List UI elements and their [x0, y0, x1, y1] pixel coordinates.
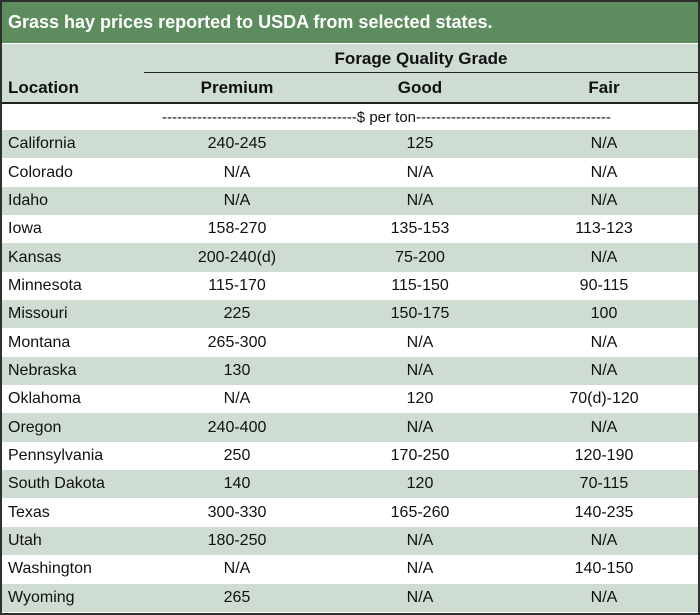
table-row: Kansas 200-240(d) 75-200 N/A: [2, 243, 698, 272]
location-cell: Montana: [8, 333, 71, 351]
location-cell: Idaho: [8, 191, 49, 209]
good-cell: N/A: [406, 191, 434, 209]
location-cell: Washington: [8, 560, 92, 578]
location-cell: Missouri: [8, 305, 68, 323]
table-row: Pennsylvania 250 170-250 120-190: [2, 442, 698, 470]
table-row: Idaho N/A N/A N/A: [2, 186, 698, 216]
good-cell: N/A: [406, 418, 434, 436]
table-row: Minnesota 115-170 115-150 90-115: [2, 272, 698, 300]
table-row: Nebraska 130 N/A N/A: [2, 356, 698, 386]
location-cell: Colorado: [8, 163, 73, 181]
premium-cell: 265-300: [207, 333, 267, 351]
good-cell: N/A: [406, 361, 434, 379]
fair-cell: 140-150: [574, 560, 634, 578]
location-cell: Utah: [8, 531, 42, 549]
location-cell: Oklahoma: [8, 390, 81, 408]
good-cell: 125: [406, 135, 434, 153]
location-cell: Pennsylvania: [8, 446, 104, 464]
header-divider: [2, 102, 698, 104]
forage-quality-grade-label: Forage Quality Grade: [334, 49, 508, 68]
good-cell: N/A: [406, 531, 434, 549]
table-title: Grass hay prices reported to USDA from s…: [2, 2, 698, 44]
good-cell: 135-153: [390, 220, 450, 238]
location-header: Location: [8, 78, 79, 97]
premium-cell: 200-240(d): [197, 248, 277, 266]
location-cell: Kansas: [8, 248, 62, 266]
premium-cell: 250: [223, 446, 251, 464]
location-cell: Wyoming: [8, 588, 75, 606]
good-cell: N/A: [406, 333, 434, 351]
table-row: Iowa 158-270 135-153 113-123: [2, 215, 698, 243]
table-row: Oklahoma N/A 120 70(d)-120: [2, 385, 698, 413]
premium-cell: 158-270: [207, 220, 267, 238]
location-cell: Minnesota: [8, 276, 82, 294]
table-row: Montana 265-300 N/A N/A: [2, 328, 698, 356]
fair-cell: 90-115: [579, 276, 629, 294]
table-row: South Dakota 140 120 70-115: [2, 470, 698, 499]
premium-header: Premium: [200, 78, 274, 97]
premium-cell: 115-170: [208, 276, 266, 294]
fair-cell: 100: [590, 305, 618, 323]
table-row: Oregon 240-400 N/A N/A: [2, 413, 698, 442]
fair-cell: N/A: [590, 163, 618, 181]
good-cell: 150-175: [390, 305, 450, 323]
premium-cell: 300-330: [207, 503, 267, 521]
premium-cell: 225: [223, 305, 251, 323]
good-cell: 165-260: [390, 503, 450, 521]
fair-cell: 70-115: [579, 475, 629, 493]
group-underline: [144, 72, 698, 73]
table-row: Washington N/A N/A 140-150: [2, 555, 698, 583]
table-row: California 240-245 125 N/A: [2, 130, 698, 159]
premium-cell: 240-245: [207, 135, 267, 153]
good-header: Good: [397, 78, 443, 97]
premium-cell: 265: [223, 588, 251, 606]
table-row: Colorado N/A N/A N/A: [2, 158, 698, 186]
location-cell: Nebraska: [8, 361, 77, 379]
fair-cell: 113-123: [575, 220, 633, 238]
fair-cell: N/A: [590, 531, 618, 549]
good-cell: 120: [406, 475, 434, 493]
fair-cell: N/A: [590, 361, 618, 379]
table-header: Forage Quality Grade Location Premium Go…: [2, 44, 698, 104]
good-cell: 115-150: [391, 276, 449, 294]
fair-cell: N/A: [590, 248, 618, 266]
location-cell: South Dakota: [8, 475, 105, 493]
fair-cell: N/A: [590, 588, 618, 606]
fair-cell: N/A: [590, 418, 618, 436]
table-row: Missouri 225 150-175 100: [2, 300, 698, 329]
fair-cell: 120-190: [574, 446, 634, 464]
good-cell: 170-250: [390, 446, 450, 464]
good-cell: N/A: [406, 163, 434, 181]
location-cell: Oregon: [8, 418, 62, 436]
premium-cell: N/A: [223, 390, 251, 408]
premium-cell: N/A: [223, 191, 251, 209]
good-cell: 75-200: [395, 248, 445, 266]
good-cell: N/A: [406, 560, 434, 578]
location-cell: Iowa: [8, 220, 42, 238]
premium-cell: N/A: [223, 560, 251, 578]
table-row: Wyoming 265 N/A N/A: [2, 583, 698, 612]
premium-cell: 180-250: [207, 531, 267, 549]
premium-cell: 130: [223, 361, 251, 379]
good-cell: N/A: [406, 588, 434, 606]
premium-cell: 140: [223, 475, 251, 493]
location-cell: Texas: [8, 503, 50, 521]
fair-header: Fair: [588, 78, 620, 97]
units-row: ---------------------------------------$…: [2, 104, 698, 130]
fair-cell: N/A: [590, 135, 618, 153]
table-row: Texas 300-330 165-260 140-235: [2, 498, 698, 526]
fair-cell: N/A: [590, 333, 618, 351]
fair-cell: N/A: [590, 191, 618, 209]
location-cell: California: [8, 135, 76, 153]
table-body: California 240-245 125 N/A Colorado N/A N/A N/A…: [2, 130, 698, 612]
premium-cell: 240-400: [207, 418, 267, 436]
fair-cell: 140-235: [574, 503, 634, 521]
premium-cell: N/A: [223, 163, 251, 181]
table-row: Utah 180-250 N/A N/A: [2, 526, 698, 556]
fair-cell: 70(d)-120: [569, 390, 639, 408]
good-cell: 120: [406, 390, 434, 408]
